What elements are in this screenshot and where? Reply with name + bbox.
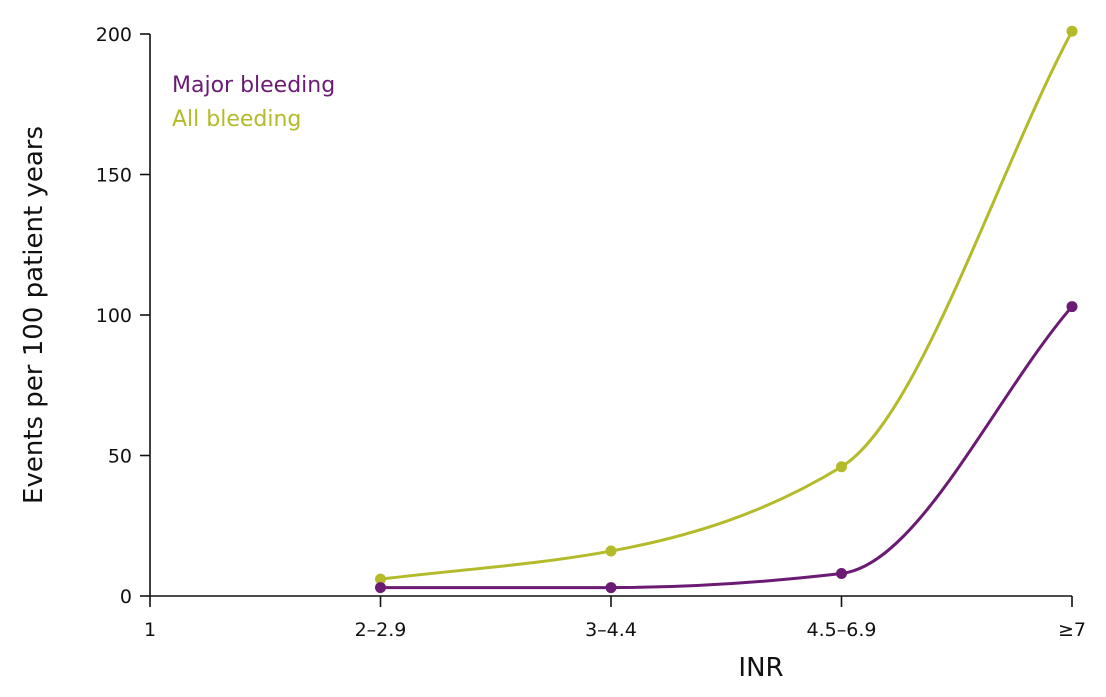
y-ticks: 0 50 100 150 200: [96, 24, 150, 608]
series-all-bleeding: [375, 25, 1078, 585]
x-tick-label: 2–2.9: [355, 619, 407, 641]
legend-entry: All bleeding: [172, 107, 301, 132]
x-tick-label: 4.5–6.9: [807, 619, 877, 641]
y-tick-label: 0: [120, 586, 132, 608]
x-tick-label: 1: [144, 619, 156, 641]
data-point: [836, 461, 847, 473]
data-point: [836, 568, 847, 580]
series-line-major-bleeding: [379, 305, 1074, 590]
series: [375, 25, 1078, 594]
x-tick-label: 3–4.4: [585, 619, 637, 641]
legend: Major bleeding All bleeding: [172, 73, 335, 132]
legend-entry: Major bleeding: [172, 73, 335, 98]
data-point: [1066, 25, 1078, 37]
y-tick-label: 200: [96, 24, 132, 46]
data-point: [605, 545, 617, 557]
x-axis-title: INR: [738, 653, 783, 683]
data-point: [375, 582, 386, 594]
y-tick-label: 50: [108, 446, 132, 468]
series-line-all-bleeding: [379, 29, 1074, 581]
y-tick-label: 150: [96, 165, 132, 187]
y-tick-label: 100: [96, 305, 132, 327]
x-tick-label: ≥7: [1058, 619, 1086, 641]
y-axis-title: Events per 100 patient years: [19, 126, 49, 504]
data-point: [375, 573, 386, 585]
data-point: [605, 582, 617, 594]
x-ticks: 1 2–2.9 3–4.4 4.5–6.9 ≥7: [144, 596, 1086, 641]
series-major-bleeding: [375, 301, 1078, 594]
data-point: [1066, 301, 1078, 313]
